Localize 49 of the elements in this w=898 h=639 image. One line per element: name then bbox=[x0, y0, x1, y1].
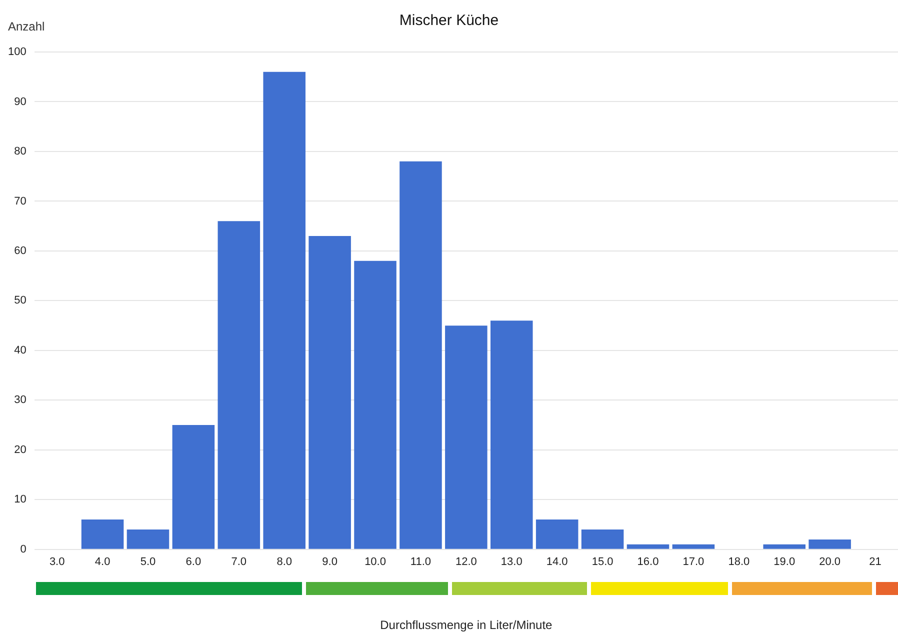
bar bbox=[626, 544, 670, 549]
x-tick-label: 3.0 bbox=[49, 556, 65, 568]
chart-title: Mischer Küche bbox=[399, 12, 499, 30]
y-tick-label: 80 bbox=[14, 146, 26, 158]
x-tick-label: 13.0 bbox=[500, 556, 522, 568]
x-tick-label: 21 bbox=[869, 556, 882, 568]
x-axis-title: Durchflussmenge in Liter/Minute bbox=[380, 618, 553, 632]
bar bbox=[172, 425, 215, 549]
bar bbox=[218, 221, 260, 549]
bar bbox=[126, 530, 170, 549]
bar bbox=[672, 544, 715, 549]
bar bbox=[308, 236, 351, 549]
bar bbox=[536, 520, 578, 549]
y-tick-label: 0 bbox=[20, 543, 26, 556]
y-tick-label: 30 bbox=[14, 394, 26, 406]
y-tick-label: 90 bbox=[14, 96, 26, 108]
x-tick-label: 14.0 bbox=[546, 556, 568, 568]
x-tick-label: 12.0 bbox=[455, 556, 477, 568]
bar bbox=[581, 530, 624, 549]
y-tick-label: 20 bbox=[14, 444, 26, 456]
x-tick-label: 5.0 bbox=[140, 556, 156, 568]
bar bbox=[354, 260, 396, 549]
x-tick-label: 10.0 bbox=[364, 556, 386, 568]
bar bbox=[81, 520, 124, 549]
bar bbox=[445, 326, 488, 549]
bar bbox=[263, 72, 306, 549]
y-tick-label: 10 bbox=[14, 494, 26, 506]
y-tick-label: 50 bbox=[14, 294, 26, 307]
y-tick-label: 70 bbox=[14, 195, 26, 208]
x-tick-label: 19.0 bbox=[774, 556, 796, 568]
x-tick-label: 17.0 bbox=[682, 556, 704, 568]
x-tick-label: 6.0 bbox=[186, 556, 202, 568]
y-axis-title: Anzahl bbox=[8, 19, 45, 34]
x-tick-label: 7.0 bbox=[231, 556, 247, 568]
y-tick-label: 40 bbox=[14, 344, 26, 356]
x-tick-label: 16.0 bbox=[637, 556, 659, 568]
y-tick-label: 60 bbox=[14, 244, 26, 257]
bar bbox=[763, 544, 806, 549]
x-tick-label: 18.0 bbox=[728, 556, 750, 568]
bar bbox=[808, 539, 851, 549]
y-tick-label: 100 bbox=[8, 46, 26, 58]
x-tick-label: 8.0 bbox=[276, 556, 292, 568]
x-tick-label: 20.0 bbox=[819, 556, 841, 568]
x-tick-label: 4.0 bbox=[94, 556, 110, 568]
x-tick-label: 15.0 bbox=[592, 556, 614, 568]
x-tick-label: 9.0 bbox=[322, 556, 338, 568]
bar bbox=[400, 161, 442, 549]
bar bbox=[490, 320, 533, 549]
x-tick-label: 11.0 bbox=[410, 556, 432, 568]
